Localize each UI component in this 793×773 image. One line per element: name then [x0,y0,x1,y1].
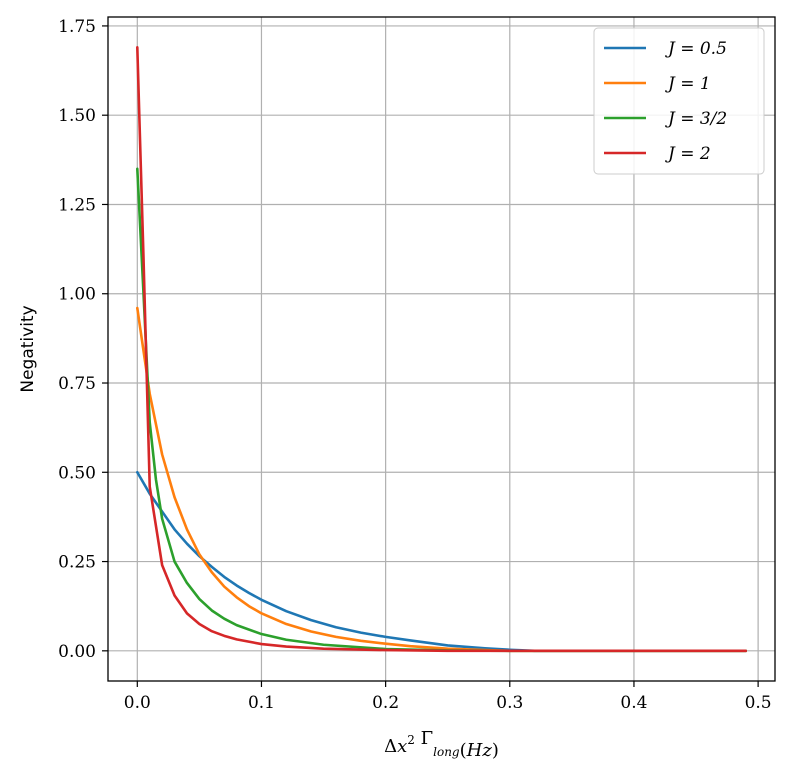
series-line [136,46,747,653]
legend-box [593,27,765,175]
legend-label: J = 3/2 [665,109,727,129]
legend: J = 0.5 J = 1 J = 3/2 J = 2 [593,27,765,175]
x-tick-label: 0.4 [620,693,647,713]
x-tick-label: 0.0 [124,693,151,713]
series-lines [136,46,747,653]
y-tick-label: 0.50 [58,463,96,483]
y-tick-label: 0.75 [58,374,96,394]
y-tick-label: 1.25 [58,195,96,215]
y-axis-label: Negativity [18,305,38,392]
x-tick-label: 0.2 [372,693,399,713]
legend-label: J = 1 [665,74,711,94]
x-tick-label: 0.1 [248,693,275,713]
legend-label: J = 2 [665,144,711,164]
x-tick-label: 0.3 [496,693,523,713]
x-axis-label: Δx2 Γlong(Hz) [384,728,499,761]
y-tick-label: 1.00 [58,285,96,305]
y-tick-label: 0.25 [58,553,96,573]
y-tick-label: 1.50 [58,106,96,126]
legend-label: J = 0.5 [665,39,727,59]
plot-frame [107,16,776,682]
x-tick-label: 0.5 [745,693,772,713]
y-tick-label: 0.00 [58,642,96,662]
y-tick-label: 1.75 [58,17,96,37]
series-line [136,306,747,653]
ticks: 0.0 0.1 0.2 0.3 0.4 0.5 0.00 0.25 0.50 0.75 1.00 1.… [58,17,771,713]
